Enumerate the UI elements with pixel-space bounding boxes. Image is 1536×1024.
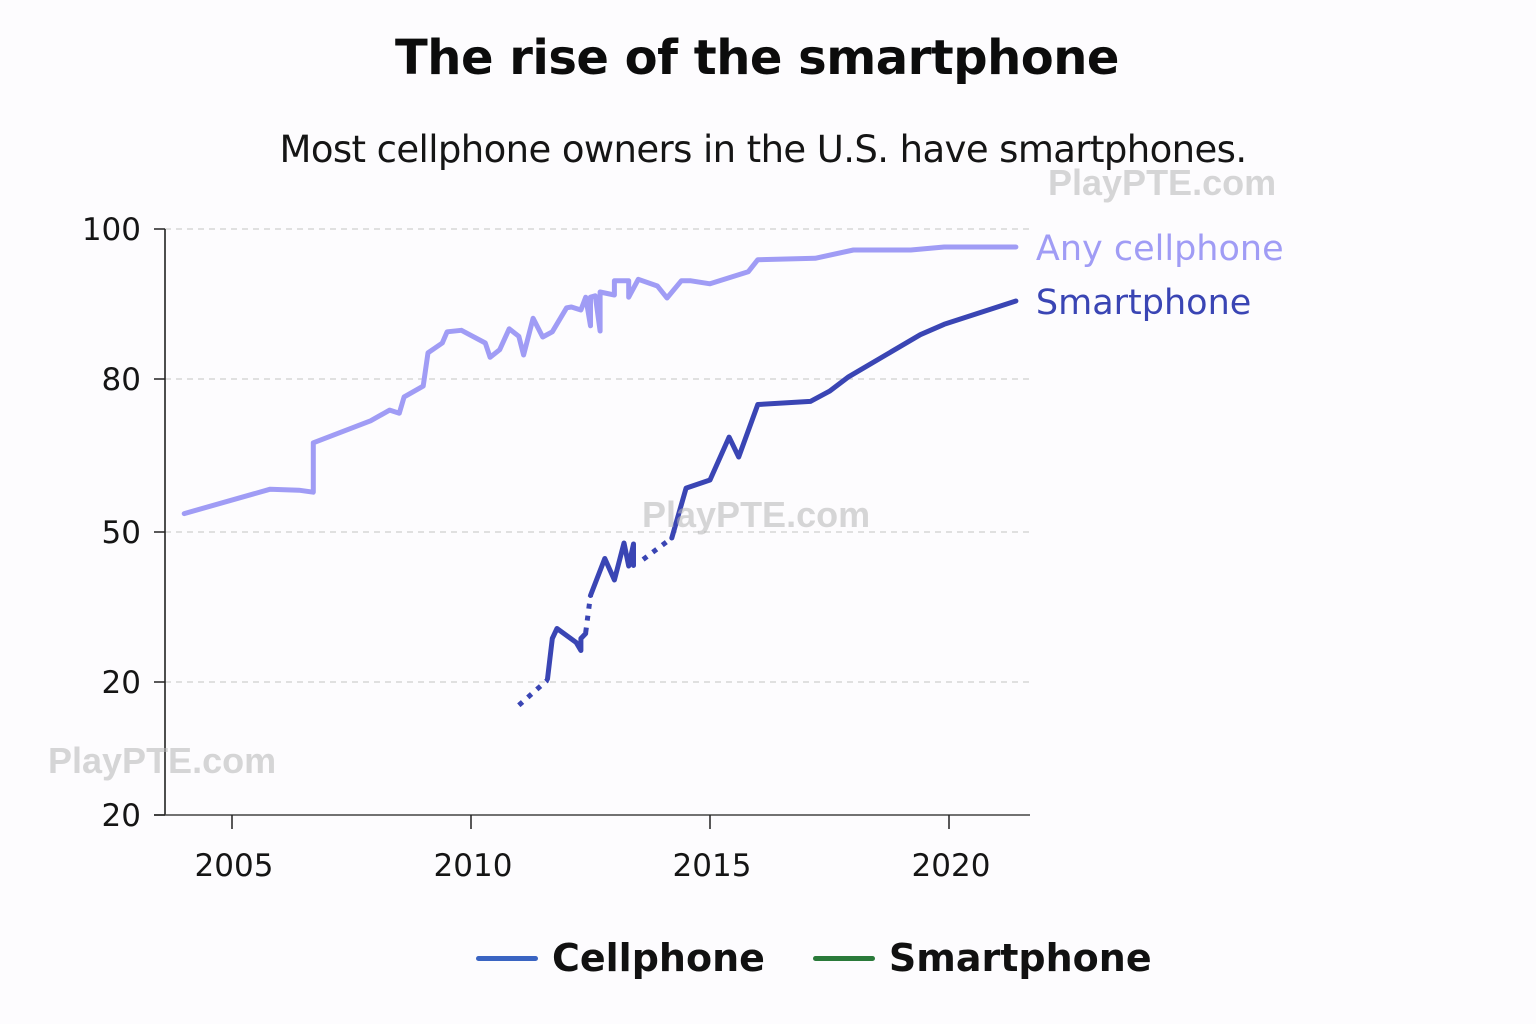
y-axis-ticks: 100 80 50 20 20 xyxy=(82,212,165,834)
series-lines xyxy=(181,244,1019,708)
legend-label: Cellphone xyxy=(552,936,765,980)
series-line-any-cellphone xyxy=(181,244,1019,517)
legend: Cellphone Smartphone xyxy=(476,936,1200,980)
y-tick-label: 50 xyxy=(102,515,141,551)
chart-subtitle: Most cellphone owners in the U.S. have s… xyxy=(279,128,1248,171)
series-labels: Any cellphone Smartphone xyxy=(1036,229,1284,323)
x-tick-label: 2020 xyxy=(912,848,991,884)
x-tick-label: 2015 xyxy=(673,848,752,884)
series-line-smartphone-dotted xyxy=(583,595,593,633)
series-line-smartphone xyxy=(669,298,1019,541)
legend-label: Smartphone xyxy=(888,936,1152,980)
y-tick-label: 80 xyxy=(102,362,141,398)
legend-item-smartphone: Smartphone xyxy=(812,936,1152,980)
watermark: PlayPTE.com xyxy=(1048,162,1277,203)
watermark: PlayPTE.com xyxy=(48,740,277,781)
series-line-smartphone-dotted xyxy=(517,678,550,708)
legend-swatch xyxy=(476,955,538,961)
y-tick-label: 100 xyxy=(82,212,141,248)
series-label-smartphone: Smartphone xyxy=(1036,283,1251,323)
legend-item-cellphone: Cellphone xyxy=(476,936,765,980)
series-line-smartphone xyxy=(588,540,636,598)
legend-swatch xyxy=(812,955,875,961)
y-tick-label: 20 xyxy=(102,798,141,834)
gridlines xyxy=(165,228,1030,683)
chart-title: The rise of the smartphone xyxy=(395,30,1119,86)
series-line-smartphone-dotted xyxy=(641,535,674,562)
series-line-smartphone xyxy=(545,626,589,682)
x-tick-label: 2005 xyxy=(195,848,274,884)
watermark: PlayPTE.com xyxy=(642,494,871,535)
axes xyxy=(154,229,1030,816)
x-tick-label: 2010 xyxy=(434,848,513,884)
x-axis-ticks: 2005 2010 2015 2020 xyxy=(195,815,991,884)
series-label-any-cellphone: Any cellphone xyxy=(1036,229,1284,269)
y-tick-label: 20 xyxy=(102,665,141,701)
